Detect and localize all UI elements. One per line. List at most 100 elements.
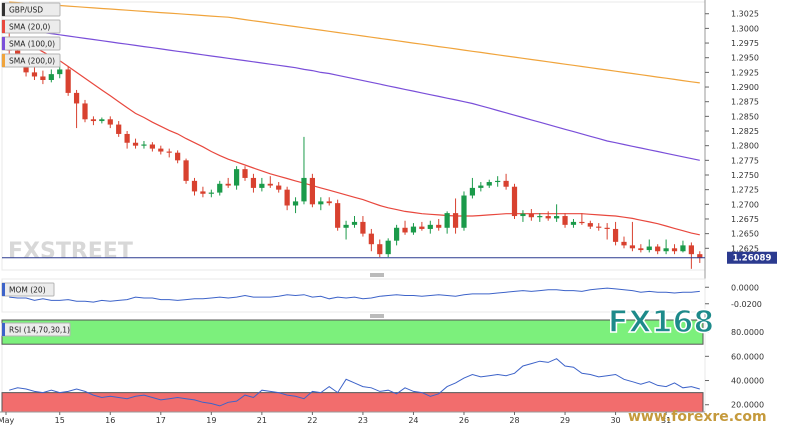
candle-body: [638, 248, 644, 251]
last-price-label: 1.26089: [733, 254, 772, 264]
price-tick-label: 1.2800: [731, 142, 759, 151]
rsi-oversold-zone: [1, 392, 704, 413]
sma-20-line: [9, 36, 700, 236]
candle-body: [612, 228, 619, 242]
candle-body: [680, 245, 686, 252]
rsi-panel: 80.0000 60.0000 40.0000 20.0000: [1, 319, 764, 413]
candle-body: [326, 201, 332, 204]
legend-label: GBP/USD: [9, 6, 43, 15]
candle-body: [596, 226, 602, 228]
candle-body: [343, 224, 349, 228]
mom-label-swatch: [2, 283, 5, 296]
sma-100-line: [9, 27, 700, 161]
rsi-tick-label: 60.0000: [731, 352, 764, 361]
candle-body: [259, 183, 265, 188]
candle-body: [528, 213, 534, 218]
candle-body: [486, 182, 492, 186]
sma-200-line: [9, 1, 700, 84]
candle-body: [427, 224, 433, 229]
candle-body: [158, 148, 164, 152]
price-tick-label: 1.2650: [731, 230, 759, 239]
candle-body: [503, 180, 509, 187]
candle-body: [225, 183, 231, 186]
candle-body: [461, 195, 467, 228]
candle-body: [495, 180, 501, 183]
candle-body: [99, 119, 105, 122]
candle-body: [368, 233, 374, 245]
candle-body: [208, 192, 214, 194]
candle-body: [570, 221, 577, 225]
date-tick-label: 28: [509, 416, 519, 425]
date-tick-label: 26: [459, 416, 469, 425]
candle-body: [444, 213, 450, 228]
price-tick-label: 1.2675: [731, 215, 759, 224]
legend-label: SMA (200,0): [9, 57, 55, 66]
price-tick-label: 1.2950: [731, 54, 759, 63]
candle-body: [124, 133, 130, 143]
candle-body: [57, 69, 63, 75]
candle-body: [688, 245, 694, 255]
legend-item: GBP/USD: [1, 2, 61, 17]
rsi-tick-label: 20.0000: [731, 401, 764, 410]
price-tick-label: 1.3000: [731, 24, 759, 33]
candle-body: [183, 160, 189, 181]
legend-item: SMA (100,0): [1, 36, 61, 51]
candle-body: [318, 201, 324, 205]
date-tick-label: 21: [257, 416, 267, 425]
price-tick-label: 1.2725: [731, 186, 759, 195]
date-tick-label: 23: [358, 416, 368, 425]
panel-resize-handle-1[interactable]: [370, 273, 384, 277]
date-tick-label: 30: [610, 416, 620, 425]
price-tick-label: 1.2625: [731, 244, 759, 253]
date-tick-label: 22: [307, 416, 317, 425]
price-tick-label: 1.2875: [731, 98, 759, 107]
candle-body: [116, 124, 122, 134]
candle-body: [511, 186, 518, 217]
price-tick-label: 1.2700: [731, 200, 759, 209]
date-axis: May 15 16 17 19 21 22 23 24 26 28 29 30 31: [0, 411, 705, 425]
candle-body: [520, 213, 526, 217]
price-tick-label: 1.2900: [731, 83, 759, 92]
mom-tick-label: -0.0200: [731, 300, 762, 309]
price-tick-label: 1.2775: [731, 156, 759, 165]
price-grid: [1, 1, 706, 271]
candle-body: [629, 245, 636, 249]
candle-body: [419, 226, 425, 229]
candle-body: [233, 169, 240, 186]
candle-body: [31, 72, 38, 77]
candle-body: [554, 216, 560, 219]
candle-body: [73, 92, 80, 104]
date-tick-label: 24: [408, 416, 418, 425]
candle-body: [562, 216, 568, 225]
date-tick-label: 17: [156, 416, 166, 425]
candle-body: [436, 224, 442, 228]
rsi-label-text: RSI (14,70,30,1): [9, 326, 70, 335]
candle-body: [537, 216, 543, 218]
candle-body: [646, 246, 652, 251]
candle-body: [107, 119, 113, 125]
candle-body: [132, 142, 139, 146]
candles: [6, 31, 703, 269]
legend-swatch: [2, 3, 5, 16]
candle-body: [217, 183, 223, 193]
rsi-label-swatch: [2, 323, 5, 336]
rsi-line: [9, 358, 700, 407]
candle-body: [309, 177, 316, 205]
price-tick-label: 1.2975: [731, 39, 759, 48]
date-tick-label: 16: [105, 416, 115, 425]
candle-body: [82, 103, 88, 120]
sma-lines: [9, 1, 700, 236]
candle-body: [141, 144, 147, 146]
candle-body: [48, 74, 54, 80]
fxstreet-watermark: FXSTREET: [8, 239, 133, 264]
candle-body: [292, 201, 299, 206]
panel-resize-handle-2[interactable]: [370, 314, 384, 318]
candle-body: [335, 203, 341, 228]
price-tick-label: 1.2825: [731, 127, 759, 136]
candle-body: [621, 241, 627, 246]
legend-label: SMA (20,0): [9, 23, 50, 32]
candle-body: [604, 227, 610, 229]
mom-panel: 0.0000 -0.0200: [1, 278, 762, 313]
candle-body: [452, 213, 459, 228]
